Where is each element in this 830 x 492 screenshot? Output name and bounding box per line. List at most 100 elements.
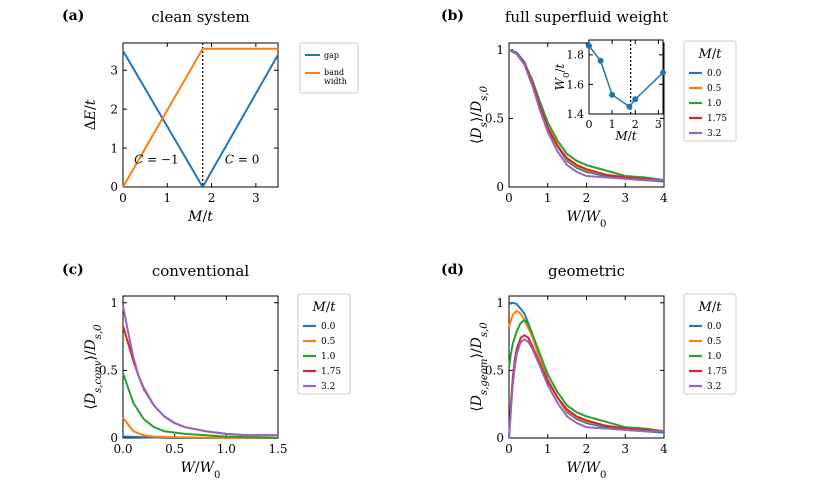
panel-b: (b) full superfluid weight 0 1 2 3 4 0 0.5 1 W/W0 ⟨… xyxy=(441,8,737,230)
y-tick-label: 0.5 xyxy=(485,364,504,378)
legend-label: 3.2 xyxy=(707,129,721,139)
x-tick-label: 2 xyxy=(208,191,216,205)
inset-x-axis-label: M/t xyxy=(614,129,636,143)
inset-point xyxy=(660,69,666,76)
legend-label: width xyxy=(324,77,347,86)
inset: 0 1 2 3 1.4 1.6 1.8 M/t W0/t xyxy=(553,39,666,143)
y-tick-label: 1 xyxy=(110,141,118,155)
legend-label: 1.0 xyxy=(707,99,722,109)
x-tick-label: 3 xyxy=(252,191,260,205)
legend-label: 0.0 xyxy=(707,69,722,79)
legend-title: M/t xyxy=(698,300,723,315)
series-line-0.5 xyxy=(508,309,665,433)
legend-box xyxy=(683,293,737,395)
chart-title: clean system xyxy=(151,8,249,26)
x-tick-label: 1 xyxy=(609,118,616,131)
legend-label: 0.0 xyxy=(707,322,722,332)
y-tick-label: 2 xyxy=(110,102,118,116)
x-tick-label: 2 xyxy=(583,191,591,205)
inset-background xyxy=(589,40,663,114)
y-axis-label: ⟨Ds,geom⟩/Ds,0 xyxy=(469,322,490,412)
series-line-0.5 xyxy=(122,417,278,439)
x-tick-label: 3 xyxy=(621,442,629,456)
x-tick-label: 1 xyxy=(163,191,171,205)
y-axis-label: ΔE/t xyxy=(83,99,99,130)
x-tick-label: 1.5 xyxy=(268,442,287,456)
series-line-3.2 xyxy=(508,338,664,439)
legend-label: band xyxy=(324,68,344,77)
x-tick-label: 0 xyxy=(586,118,593,131)
legend-box xyxy=(297,293,351,395)
inset-point xyxy=(609,91,616,98)
panel-label: (d) xyxy=(441,262,464,278)
y-tick-label: 0 xyxy=(110,180,118,194)
x-tick-label: 0 xyxy=(119,191,127,205)
y-tick-label: 0.5 xyxy=(99,364,118,378)
inset-line xyxy=(588,45,664,108)
series-line-gap xyxy=(122,50,279,188)
x-tick-label: 4 xyxy=(660,442,668,456)
axes-frame xyxy=(122,42,279,188)
series-line-1.0 xyxy=(122,372,279,439)
x-axis-label: W/W0 xyxy=(181,460,221,481)
legend-title: M/t xyxy=(312,300,337,315)
series-line-3.2 xyxy=(122,305,278,437)
x-tick-label: 4 xyxy=(660,191,668,205)
y-tick-label: 0 xyxy=(110,431,118,445)
inset-point xyxy=(586,42,592,49)
y-tick-label: 0 xyxy=(496,180,504,194)
axes-frame xyxy=(588,39,664,115)
annotation: C = 0 xyxy=(225,153,260,167)
annotation: C = −1 xyxy=(134,153,179,167)
y-axis-label: ⟨Ds⟩/Ds,0 xyxy=(469,85,490,144)
series-line-1.75 xyxy=(122,325,278,437)
legend-label: 1.75 xyxy=(707,367,727,377)
legend-label: 0.5 xyxy=(707,84,722,94)
x-tick-label: 0.5 xyxy=(165,442,184,456)
x-axis-label: W/W0 xyxy=(567,460,607,481)
x-axis-label: M/t xyxy=(187,209,213,225)
legend-label: 1.75 xyxy=(707,114,727,124)
y-axis-label: ⟨Ds,conv⟩/Ds,0 xyxy=(83,324,104,410)
x-tick-label: 1 xyxy=(544,442,552,456)
y-tick-label: 0.5 xyxy=(485,112,504,126)
inset-point xyxy=(626,103,633,110)
x-tick-label: 2 xyxy=(583,442,591,456)
series-line-3.2 xyxy=(508,49,664,182)
inset-point xyxy=(597,57,604,64)
x-tick-label: 1 xyxy=(544,191,552,205)
panel-c: (c) conventional 0.0 0.5 1.0 1.5 0 0.5 1 W/W0 ⟨Ds,… xyxy=(62,262,351,481)
legend-title: M/t xyxy=(698,47,723,62)
legend-label: 0.5 xyxy=(707,337,722,347)
axes-frame xyxy=(122,295,279,439)
legend-label: 3.2 xyxy=(707,382,721,392)
legend-label: 1.0 xyxy=(321,352,336,362)
panel-d: (d) geometric 0 1 2 3 4 0 0.5 1 W/W0 ⟨Ds,geom⟩/Ds,0… xyxy=(441,262,737,481)
y-tick-label: 1 xyxy=(496,296,504,310)
series-line-1.0 xyxy=(508,319,665,433)
panel-label: (a) xyxy=(62,8,84,24)
chart-title: geometric xyxy=(548,262,625,280)
y-tick-label: 0 xyxy=(496,431,504,445)
chart-title: full superfluid weight xyxy=(505,8,668,26)
y-tick-label: 1.6 xyxy=(567,78,585,91)
legend-label: 0.5 xyxy=(321,337,336,347)
y-tick-label: 3 xyxy=(110,63,118,77)
inset-y-axis-label: W0/t xyxy=(553,63,572,90)
legend-box xyxy=(683,40,737,142)
x-tick-label: 0 xyxy=(505,442,513,456)
legend-label: 3.2 xyxy=(321,382,335,392)
legend-label: 0.0 xyxy=(321,322,336,332)
legend-label: gap xyxy=(324,51,339,60)
panel-label: (c) xyxy=(62,262,84,278)
y-tick-label: 1.4 xyxy=(567,108,585,121)
y-tick-label: 1 xyxy=(496,43,504,57)
legend-label: 1.75 xyxy=(321,367,341,377)
series-line-0.0 xyxy=(508,301,665,434)
x-axis-label: W/W0 xyxy=(567,209,607,230)
x-tick-label: 0.0 xyxy=(113,442,132,456)
x-tick-label: 1.0 xyxy=(217,442,236,456)
x-tick-label: 2 xyxy=(632,118,639,131)
y-tick-label: 1 xyxy=(110,296,118,310)
chart-title: conventional xyxy=(152,262,250,280)
